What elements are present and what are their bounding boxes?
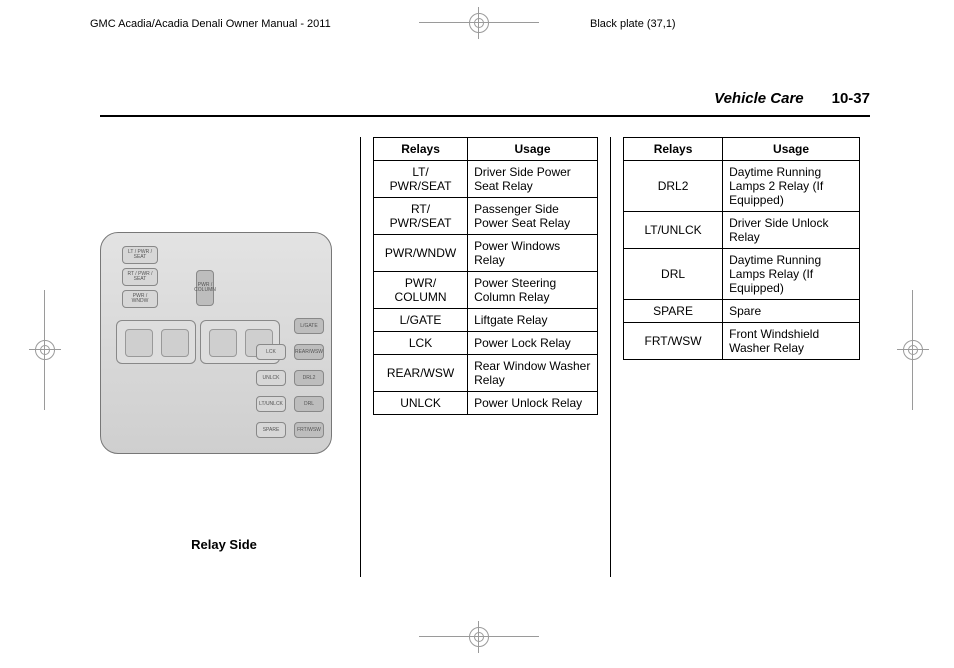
relay-cell: REAR/WSW <box>374 355 468 392</box>
usage-cell: Power Lock Relay <box>468 332 598 355</box>
relay-slot: L/GATE <box>294 318 324 334</box>
reg-mark-left <box>35 340 55 360</box>
usage-cell: Power Windows Relay <box>468 235 598 272</box>
usage-cell: Power Steering Column Relay <box>468 272 598 309</box>
relay-cell: FRT/WSW <box>624 323 723 360</box>
table-row: RT/PWR/SEATPassenger Side Power Seat Rel… <box>374 198 598 235</box>
usage-cell: Rear Window Washer Relay <box>468 355 598 392</box>
usage-cell: Spare <box>723 300 860 323</box>
relay-cell: PWR/WNDW <box>374 235 468 272</box>
table-row: UNLCKPower Unlock Relay <box>374 392 598 415</box>
usage-cell: Driver Side Power Seat Relay <box>468 161 598 198</box>
relay-slot: PWR / COLUMN <box>196 270 214 306</box>
relay-cell: LT/UNLCK <box>624 212 723 249</box>
table-row: LT/UNLCKDriver Side Unlock Relay <box>624 212 860 249</box>
relay-cell: LT/PWR/SEAT <box>374 161 468 198</box>
table-row: SPARESpare <box>624 300 860 323</box>
usage-cell: Passenger Side Power Seat Relay <box>468 198 598 235</box>
page-number: 10-37 <box>832 90 870 107</box>
table-row: DRL2Daytime Running Lamps 2 Relay (If Eq… <box>624 161 860 212</box>
diagram-caption: Relay Side <box>100 537 348 552</box>
usage-cell: Daytime Running Lamps 2 Relay (If Equipp… <box>723 161 860 212</box>
relay-slot: FRT/WSW <box>294 422 324 438</box>
relay-slot: SPARE <box>256 422 286 438</box>
relay-slot: UNLCK <box>256 370 286 386</box>
table-a-header-relays: Relays <box>374 138 468 161</box>
usage-cell: Front Windshield Washer Relay <box>723 323 860 360</box>
relay-table-a: Relays Usage LT/PWR/SEATDriver Side Powe… <box>373 137 598 415</box>
usage-cell: Daytime Running Lamps Relay (If Equipped… <box>723 249 860 300</box>
print-header-left: GMC Acadia/Acadia Denali Owner Manual - … <box>90 18 331 30</box>
reg-mark-right <box>903 340 923 360</box>
relay-table-b: Relays Usage DRL2Daytime Running Lamps 2… <box>623 137 860 360</box>
section-header: Vehicle Care 10-37 <box>100 90 870 107</box>
relay-cell: DRL2 <box>624 161 723 212</box>
reg-mark-top <box>469 13 489 33</box>
table-row: LCKPower Lock Relay <box>374 332 598 355</box>
table-row: L/GATELiftgate Relay <box>374 309 598 332</box>
relay-slot: RT / PWR / SEAT <box>122 268 158 286</box>
relay-slot: LT/UNLCK <box>256 396 286 412</box>
relay-slot: LCK <box>256 344 286 360</box>
table-b-header-relays: Relays <box>624 138 723 161</box>
relay-slot: DRL2 <box>294 370 324 386</box>
relay-slot: REAR/WSW <box>294 344 324 360</box>
relay-slot: DRL <box>294 396 324 412</box>
connector-slot <box>116 320 196 364</box>
header-rule <box>100 115 870 117</box>
relay-box-diagram: LT / PWR / SEAT RT / PWR / SEAT PWR / WN… <box>100 232 330 452</box>
relay-cell: UNLCK <box>374 392 468 415</box>
print-header-right: Black plate (37,1) <box>590 18 676 30</box>
usage-cell: Driver Side Unlock Relay <box>723 212 860 249</box>
relay-slot: LT / PWR / SEAT <box>122 246 158 264</box>
relay-cell: PWR/COLUMN <box>374 272 468 309</box>
table-a-header-usage: Usage <box>468 138 598 161</box>
table-b-header-usage: Usage <box>723 138 860 161</box>
table-row: FRT/WSWFront Windshield Washer Relay <box>624 323 860 360</box>
relay-cell: RT/PWR/SEAT <box>374 198 468 235</box>
relay-cell: SPARE <box>624 300 723 323</box>
table-row: LT/PWR/SEATDriver Side Power Seat Relay <box>374 161 598 198</box>
table-row: PWR/COLUMNPower Steering Column Relay <box>374 272 598 309</box>
relay-cell: L/GATE <box>374 309 468 332</box>
table-row: PWR/WNDWPower Windows Relay <box>374 235 598 272</box>
reg-mark-bottom <box>469 627 489 647</box>
usage-cell: Liftgate Relay <box>468 309 598 332</box>
section-title: Vehicle Care <box>714 90 804 107</box>
table-row: DRLDaytime Running Lamps Relay (If Equip… <box>624 249 860 300</box>
usage-cell: Power Unlock Relay <box>468 392 598 415</box>
table-row: REAR/WSWRear Window Washer Relay <box>374 355 598 392</box>
relay-slot: PWR / WNDW <box>122 290 158 308</box>
relay-cell: DRL <box>624 249 723 300</box>
relay-cell: LCK <box>374 332 468 355</box>
